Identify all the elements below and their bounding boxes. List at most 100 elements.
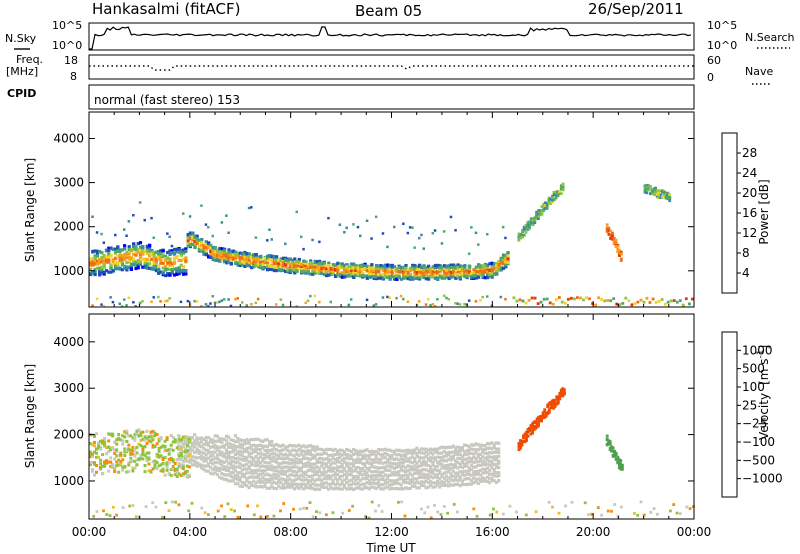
power-echo-cell [111,300,115,304]
velocity-echo-cell [442,466,446,470]
power-echo-cell [542,207,545,210]
power-echo-cell [365,298,369,302]
velocity-echo-cell [95,432,98,436]
power-echo-cell [424,303,428,306]
power-echo-cell [388,274,392,279]
power-echo-cell [347,265,351,269]
velocity-echo-cell [324,457,328,461]
velocity-echo-cell [95,447,98,451]
power-echo-cell [370,266,374,270]
velocity-echo-cell [551,505,554,509]
velocity-echo-cell [472,448,476,452]
power-echo-cell [114,249,118,253]
power-echo-cell [152,250,156,255]
velocity-echo-cell [451,465,455,469]
power-echo-cell [177,250,181,254]
power-echo-cell [486,270,490,274]
power-echo-cell [365,219,369,222]
velocity-echo-cell [258,455,263,459]
velocity-echo-cell [204,456,208,461]
power-echo-cell [526,222,530,226]
velocity-echo-cell [417,469,421,473]
power-echo-cell [284,242,287,246]
velocity-echo-cell [438,468,442,472]
velocity-echo-cell [311,462,315,466]
velocity-echo-cell [451,450,455,454]
power-echo-cell [129,265,133,269]
velocity-echo-cell [261,469,265,473]
velocity-echo-cell [144,505,148,508]
power-echo-cell [157,255,161,259]
velocity-unit-close: ] [757,345,771,350]
velocity-echo-cell [370,458,374,462]
velocity-echo-cell [224,465,229,469]
power-echo-cell [408,276,413,280]
velocity-echo-cell [356,450,360,454]
velocity-echo-cell [381,470,385,474]
velocity-echo-cell [97,445,101,449]
power-echo-cell [290,266,295,270]
power-echo-cell [170,268,174,272]
velocity-echo-cell [282,502,286,505]
power-echo-cell [627,299,631,303]
velocity-echo-cell [431,460,435,464]
velocity-echo-cell [297,443,301,447]
power-echo-cell [172,273,177,277]
power-echo-cell [374,274,379,279]
power-echo-cell [104,249,109,253]
velocity-echo-cell [95,510,99,513]
power-echo-cell [474,265,478,269]
power-echo-cell [218,300,221,304]
velocity-echo-cell [397,500,400,504]
power-echo-cell [220,299,224,302]
power-echo-cell [504,254,508,258]
velocity-echo-cell [467,469,471,473]
power-echo-cell [225,254,229,258]
velocity-echo-cell [311,474,315,478]
velocity-echo-cell [408,468,412,472]
power-echo-cell [134,245,138,249]
power-echo-cell [551,196,554,200]
power-echo-cell [295,305,298,308]
power-echo-cell [413,264,417,268]
velocity-echo-cell [415,480,419,484]
velocity-echo-cell [283,481,288,485]
power-echo-cell [309,265,313,269]
velocity-echo-cell [315,483,319,487]
velocity-echo-cell [153,463,157,467]
velocity-echo-cell [636,513,640,517]
velocity-echo-cell [113,470,117,473]
velocity-echo-cell [490,476,494,480]
velocity-echo-cell [151,429,155,433]
velocity-echo-cell [195,447,199,451]
velocity-echo-cell [195,436,199,440]
velocity-echo-cell [236,445,240,449]
velocity-echo-cell [236,474,240,478]
power-echo-cell [309,272,313,276]
velocity-echo-cell [349,487,353,491]
velocity-echo-cell [397,448,401,452]
power-echo-cell [552,193,556,196]
velocity-echo-cell [229,479,233,483]
velocity-echo-cell [211,467,215,471]
velocity-echo-cell [367,482,371,486]
velocity-echo-cell [240,438,244,443]
velocity-echo-cell [526,434,530,438]
velocity-echo-cell [413,477,417,481]
power-echo-cell [433,268,437,272]
power-echo-cell [458,264,462,268]
velocity-echo-cell [358,470,362,474]
power-echo-cell [559,184,563,188]
velocity-echo-cell [199,466,204,470]
power-echo-cell [207,245,211,250]
velocity-echo-cell [171,460,175,464]
velocity-echo-cell [469,457,474,461]
velocity-echo-cell [256,485,260,489]
power-echo-cell [349,262,354,266]
velocity-echo-cell [534,426,537,430]
power-echo-cell [605,230,609,233]
power-echo-cell [175,250,179,254]
power-echo-cell [188,236,192,241]
power-echo-cell [655,193,659,196]
velocity-echo-cell [127,470,131,474]
